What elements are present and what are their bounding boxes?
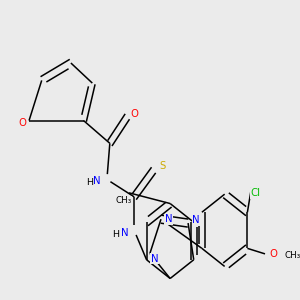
Text: N: N (121, 228, 128, 238)
Text: CH₃: CH₃ (284, 250, 300, 260)
Text: O: O (270, 249, 278, 259)
Text: H: H (86, 178, 93, 187)
Text: N: N (151, 254, 159, 264)
Text: N: N (165, 214, 172, 224)
Text: H: H (112, 230, 119, 239)
Text: CH₃: CH₃ (115, 196, 131, 206)
Text: Cl: Cl (250, 188, 260, 199)
Text: N: N (93, 176, 101, 186)
Text: O: O (18, 118, 26, 128)
Text: S: S (159, 161, 166, 171)
Text: O: O (130, 109, 138, 119)
Text: N: N (192, 215, 200, 225)
